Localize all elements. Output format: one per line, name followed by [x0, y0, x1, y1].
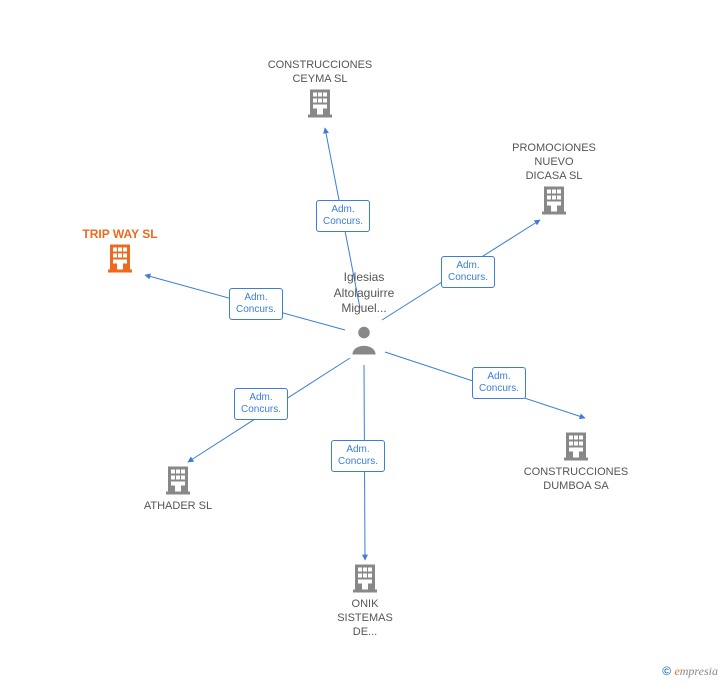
diagram-canvas: CONSTRUCCIONES CEYMA SL PROMOCIONES NUEV… — [0, 0, 728, 685]
building-icon — [106, 243, 134, 278]
building-icon — [562, 431, 590, 466]
node-label: ONIK SISTEMAS DE... — [337, 598, 393, 639]
building-icon — [540, 185, 568, 220]
node-label: TRIP WAY SL — [82, 227, 157, 242]
edge-badge: Adm. Concurs. — [331, 440, 385, 472]
building-icon — [164, 465, 192, 500]
building-icon — [306, 88, 334, 123]
node-label: PROMOCIONES NUEVO DICASA SL — [512, 142, 596, 183]
copyright: © empresia — [662, 664, 718, 679]
building-icon — [351, 563, 379, 598]
edge-badge: Adm. Concurs. — [234, 388, 288, 420]
node-label: ATHADER SL — [144, 500, 212, 514]
center-label: Iglesias Altolaguirre Miguel... — [334, 270, 395, 317]
person-icon — [350, 325, 378, 360]
edge-badge: Adm. Concurs. — [472, 367, 526, 399]
node-label: CONSTRUCCIONES DUMBOA SA — [524, 466, 629, 494]
copyright-symbol: © — [662, 664, 671, 678]
edge-badge: Adm. Concurs. — [441, 256, 495, 288]
node-label: CONSTRUCCIONES CEYMA SL — [268, 59, 373, 87]
edge-badge: Adm. Concurs. — [316, 200, 370, 232]
brand-rest: mpresia — [680, 664, 718, 678]
edge-badge: Adm. Concurs. — [229, 288, 283, 320]
